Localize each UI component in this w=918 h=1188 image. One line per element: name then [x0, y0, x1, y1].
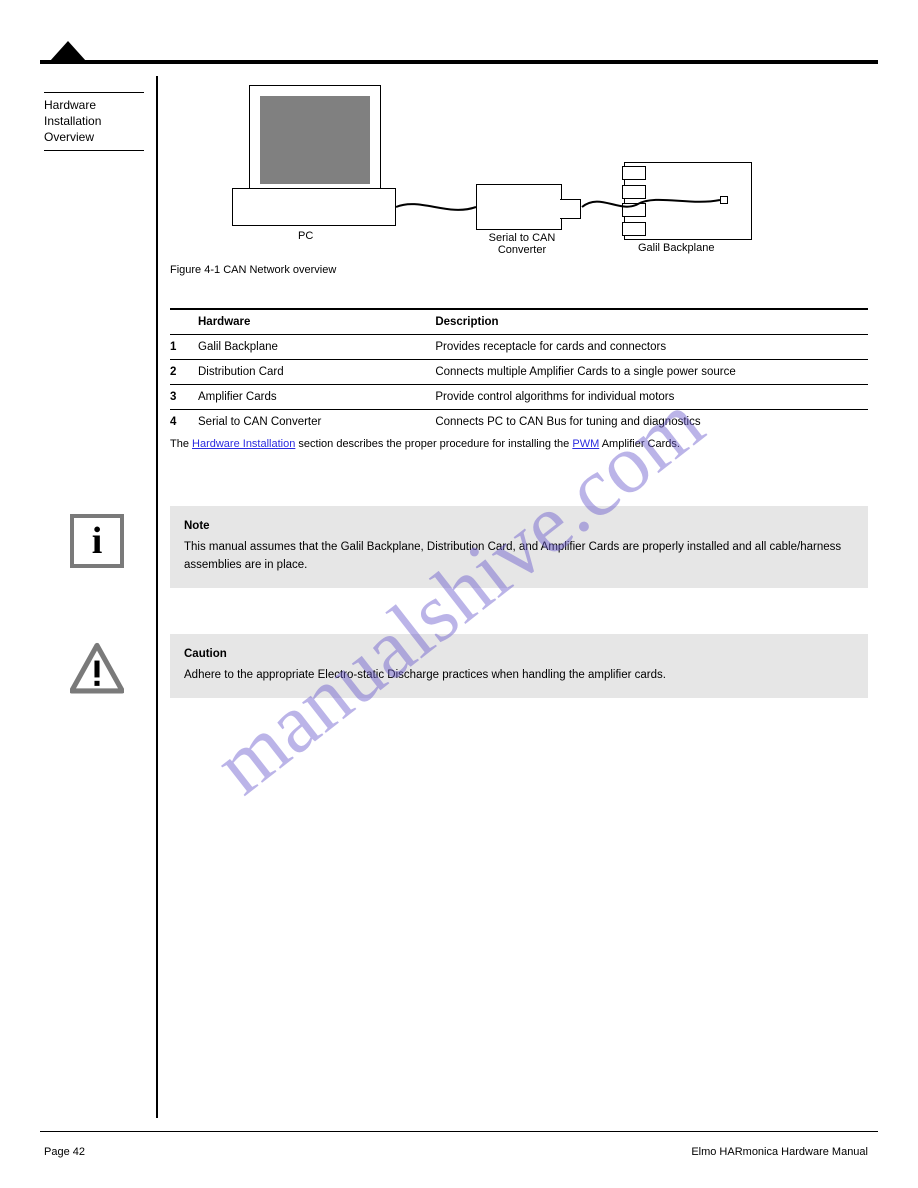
note-heading: Note: [184, 518, 854, 535]
cell-desc: Connects PC to CAN Bus for tuning and di…: [435, 410, 868, 435]
cell-id: 3: [170, 385, 198, 410]
figure-label-converter: Serial to CAN Converter: [474, 232, 570, 256]
table-col-hw: Hardware: [198, 309, 435, 335]
table-col-desc: Description: [435, 309, 868, 335]
note-box: i Note This manual assumes that the Gali…: [170, 506, 868, 588]
table-row: 1 Galil Backplane Provides receptacle fo…: [170, 335, 868, 360]
main-content: PC Serial to CAN Converter Galil Backpla…: [170, 78, 868, 698]
cable-svg: [170, 84, 770, 244]
footer-rule: [40, 1131, 878, 1132]
table-header-row: Hardware Description: [170, 309, 868, 335]
note-body: This manual assumes that the Galil Backp…: [184, 541, 841, 570]
section-title-line2: Overview: [44, 129, 144, 150]
table-row: 2 Distribution Card Connects multiple Am…: [170, 360, 868, 385]
vertical-rule: [156, 76, 158, 1118]
table-caption-suf: Amplifier Cards.: [599, 438, 680, 450]
section-title: Hardware Installation Overview: [44, 92, 144, 151]
caution-box: Caution Adhere to the appropriate Electr…: [170, 634, 868, 699]
table-caption: The Hardware Installation section descri…: [170, 438, 868, 450]
caution-body: Adhere to the appropriate Electro-static…: [184, 669, 666, 681]
cell-id: 2: [170, 360, 198, 385]
figure-can-overview: PC Serial to CAN Converter Galil Backpla…: [170, 84, 868, 264]
table-caption-link[interactable]: Hardware Installation: [192, 438, 295, 450]
cell-desc: Provides receptacle for cards and connec…: [435, 335, 868, 360]
footer: Page 42 Elmo HARmonica Hardware Manual: [44, 1146, 868, 1158]
caution-heading: Caution: [184, 646, 854, 663]
cell-id: 1: [170, 335, 198, 360]
table-caption-link-2[interactable]: PWM: [572, 438, 599, 450]
info-icon: i: [70, 514, 124, 568]
figure-label-backplane: Galil Backplane: [638, 242, 714, 254]
hardware-table: Hardware Description 1 Galil Backplane P…: [170, 308, 868, 434]
footer-right: Elmo HARmonica Hardware Manual: [691, 1146, 868, 1158]
cell-hw: Galil Backplane: [198, 335, 435, 360]
table-caption-pre: The: [170, 438, 192, 450]
cell-desc: Connects multiple Amplifier Cards to a s…: [435, 360, 868, 385]
table-col-id: [170, 309, 198, 335]
footer-left: Page 42: [44, 1146, 85, 1158]
table-row: 4 Serial to CAN Converter Connects PC to…: [170, 410, 868, 435]
section-title-line1: Hardware Installation: [44, 92, 144, 129]
header-rule: [40, 60, 878, 64]
figure-label-pc: PC: [298, 230, 313, 242]
cell-hw: Amplifier Cards: [198, 385, 435, 410]
table-caption-mid: section describes the proper procedure f…: [295, 438, 572, 450]
page: Hardware Installation Overview PC Serial…: [0, 0, 918, 1188]
cell-id: 4: [170, 410, 198, 435]
table-row: 3 Amplifier Cards Provide control algori…: [170, 385, 868, 410]
figure-caption: Figure 4-1 CAN Network overview: [170, 264, 336, 276]
chapter-triangle-icon: [50, 41, 86, 61]
warning-icon: [70, 642, 124, 696]
cell-desc: Provide control algorithms for individua…: [435, 385, 868, 410]
cell-hw: Serial to CAN Converter: [198, 410, 435, 435]
cell-hw: Distribution Card: [198, 360, 435, 385]
